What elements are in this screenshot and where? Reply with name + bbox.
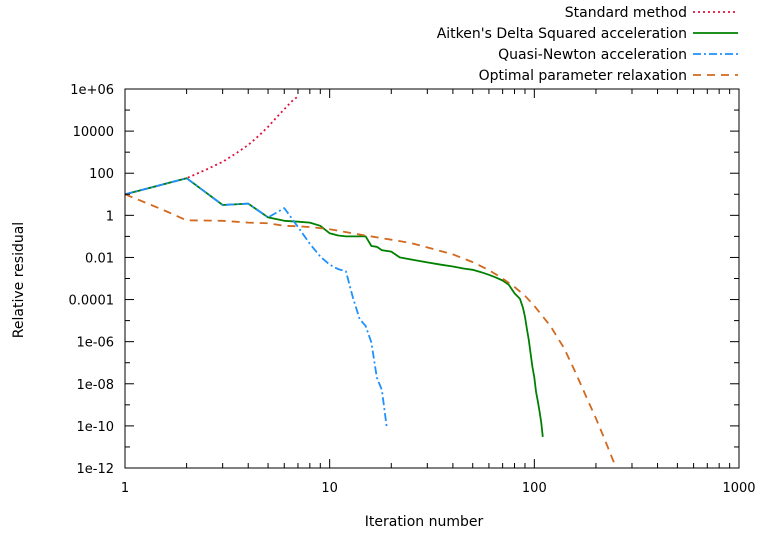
series-line-3 — [125, 177, 388, 428]
legend-label: Aitken's Delta Squared acceleration — [437, 26, 687, 42]
y-axis-title: Relative residual — [11, 222, 27, 338]
series-line-2 — [125, 177, 544, 437]
axes-layer: 1 10 100 1000 1e-12 1e-10 1e-08 1e-06 0.0001 0.01… — [69, 83, 756, 496]
y-tick-label: 1e+06 — [70, 83, 114, 98]
legend-label: Standard method — [565, 5, 687, 21]
x-tick-label: 1 — [121, 481, 129, 496]
y-tick-label: 0.01 — [85, 251, 114, 266]
x-axis-title: Iteration number — [365, 514, 484, 530]
y-tick-label: 0.0001 — [69, 294, 115, 309]
y-tick-label: 100 — [89, 167, 114, 182]
x-tick-label: 10 — [321, 481, 338, 496]
y-tick-label: 1e-08 — [76, 378, 114, 393]
y-tick-label: 1e-10 — [76, 420, 114, 435]
y-tick-label: 10000 — [73, 125, 114, 140]
x-tick-label: 1000 — [722, 481, 755, 496]
x-tick-label: 100 — [522, 481, 547, 496]
legend-label: Quasi-Newton acceleration — [498, 47, 687, 63]
plot-frame — [124, 88, 740, 469]
y-tick-label: 1 — [106, 209, 114, 224]
series-line-4 — [125, 193, 618, 468]
y-tick-label: 1e-12 — [76, 462, 114, 477]
y-tick-label: 1e-06 — [76, 336, 114, 351]
series-layer — [125, 95, 618, 468]
legend: Standard method Aitken's Delta Squared ac… — [437, 5, 738, 84]
legend-label: Optimal parameter relaxation — [479, 68, 687, 84]
series-line-1 — [125, 95, 299, 196]
